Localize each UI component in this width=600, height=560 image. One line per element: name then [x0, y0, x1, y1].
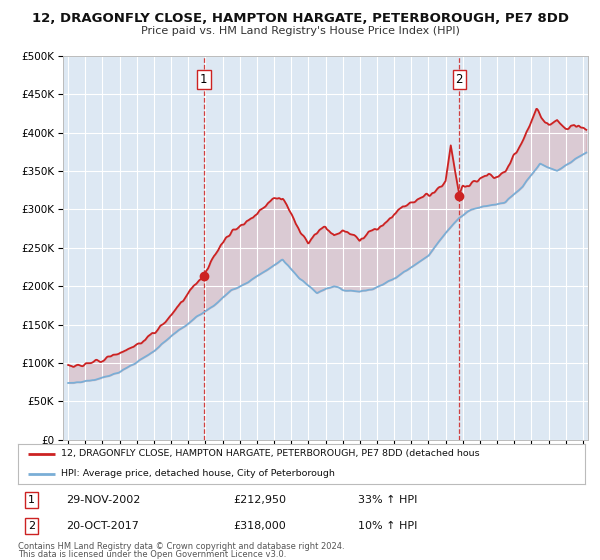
Text: Price paid vs. HM Land Registry's House Price Index (HPI): Price paid vs. HM Land Registry's House … — [140, 26, 460, 36]
Text: £318,000: £318,000 — [233, 521, 286, 531]
Text: 33% ↑ HPI: 33% ↑ HPI — [358, 495, 418, 505]
Text: 20-OCT-2017: 20-OCT-2017 — [66, 521, 139, 531]
Text: This data is licensed under the Open Government Licence v3.0.: This data is licensed under the Open Gov… — [18, 550, 286, 559]
Text: 29-NOV-2002: 29-NOV-2002 — [66, 495, 140, 505]
Text: 2: 2 — [455, 73, 463, 86]
Text: 1: 1 — [200, 73, 208, 86]
Text: HPI: Average price, detached house, City of Peterborough: HPI: Average price, detached house, City… — [61, 469, 334, 478]
Text: 12, DRAGONFLY CLOSE, HAMPTON HARGATE, PETERBOROUGH, PE7 8DD: 12, DRAGONFLY CLOSE, HAMPTON HARGATE, PE… — [32, 12, 569, 25]
Text: £212,950: £212,950 — [233, 495, 286, 505]
Text: Contains HM Land Registry data © Crown copyright and database right 2024.: Contains HM Land Registry data © Crown c… — [18, 542, 344, 551]
Text: 10% ↑ HPI: 10% ↑ HPI — [358, 521, 418, 531]
Text: 1: 1 — [28, 495, 35, 505]
Text: 12, DRAGONFLY CLOSE, HAMPTON HARGATE, PETERBOROUGH, PE7 8DD (detached hous: 12, DRAGONFLY CLOSE, HAMPTON HARGATE, PE… — [61, 449, 479, 458]
Text: 2: 2 — [28, 521, 35, 531]
